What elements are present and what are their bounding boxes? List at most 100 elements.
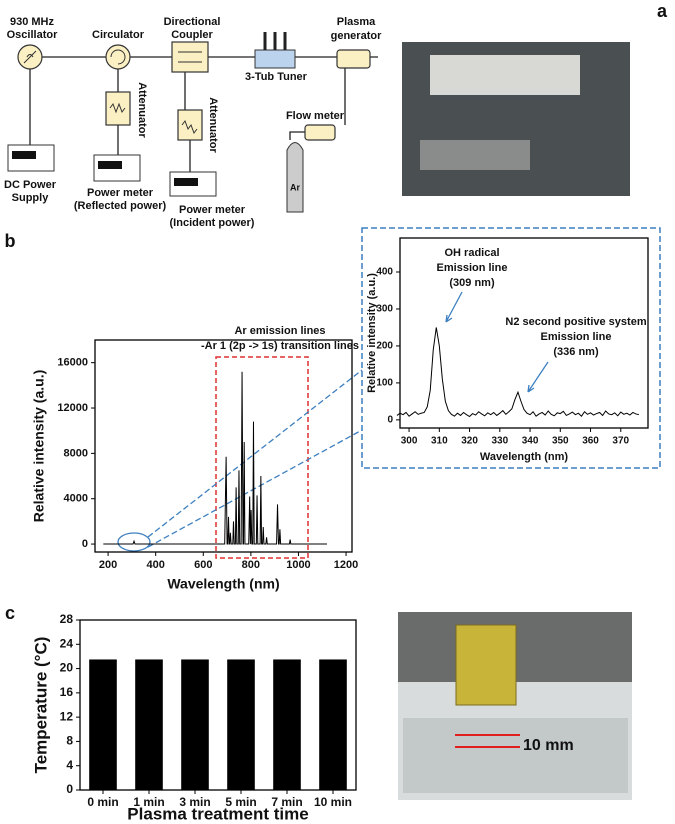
gas-cylinder	[286, 142, 304, 213]
node-label: (Reflected power)	[74, 200, 167, 212]
panel-label: a	[657, 1, 668, 21]
photo-detail	[455, 734, 520, 748]
node-label: Plasma	[337, 16, 376, 28]
y-tick-label: 0	[66, 782, 73, 796]
attenuator	[177, 109, 203, 141]
annotation: Emission line	[437, 262, 508, 274]
icon	[23, 50, 37, 64]
x-tick-label: 350	[552, 436, 569, 447]
annotation: (309 nm)	[449, 277, 495, 289]
icon	[109, 102, 198, 135]
spectrum-line	[396, 327, 640, 418]
x-axis-label: Plasma treatment time	[127, 804, 308, 823]
node-label: (Incident power)	[170, 217, 255, 229]
y-tick-label: 4000	[64, 493, 88, 505]
x-tick-label: 1 min	[133, 795, 164, 809]
node-label: generator	[331, 30, 382, 42]
x-tick-label: 200	[99, 559, 117, 571]
node-label: 930 MHz	[10, 16, 55, 28]
y-tick-label: 400	[376, 267, 393, 278]
annotation: (336 nm)	[553, 346, 599, 358]
x-tick-label: 400	[147, 559, 165, 571]
photo-detail	[403, 718, 628, 793]
x-tick-label: 320	[461, 436, 478, 447]
plot-frame	[79, 619, 357, 791]
y-axis-label: Temperature (°C)	[31, 637, 50, 774]
node-label: Coupler	[171, 29, 213, 41]
y-tick-label: 200	[376, 341, 393, 352]
y-tick-label: 16	[60, 685, 74, 699]
node-label: Power meter	[179, 204, 246, 216]
node-label: 3-Tub Tuner	[245, 71, 308, 83]
wire	[29, 68, 346, 172]
bar	[181, 659, 209, 790]
node-label: Directional	[164, 16, 221, 28]
y-tick-label: 20	[60, 661, 74, 675]
x-tick-label: 370	[612, 436, 629, 447]
bar	[273, 659, 301, 790]
y-tick-label: 16000	[57, 357, 88, 369]
y-tick-label: 8	[66, 734, 73, 748]
x-tick-label: 310	[431, 436, 448, 447]
photo-detail	[420, 140, 530, 170]
x-tick-label: 330	[491, 436, 508, 447]
y-tick-label: 12	[60, 709, 74, 723]
arrow	[445, 291, 549, 393]
y-tick-label: 300	[376, 304, 393, 315]
y-tick-label: 28	[60, 612, 74, 626]
annotation: Ar emission lines	[234, 325, 325, 337]
annotation: -Ar 1 (2p -> 1s) transition lines	[201, 340, 359, 352]
y-tick-label: 0	[82, 538, 88, 550]
bar	[227, 659, 255, 790]
node-label: Circulator	[92, 29, 145, 41]
icon	[98, 161, 122, 169]
node-label: Flow meter	[286, 110, 345, 122]
bar	[89, 659, 117, 790]
node-label: Oscillator	[7, 29, 58, 41]
highlight-box	[215, 356, 309, 559]
highlight-ellipse	[117, 532, 151, 552]
x-axis-label: Wavelength (nm)	[167, 576, 279, 592]
node-label: Supply	[12, 192, 50, 204]
coupler	[171, 41, 209, 73]
x-axis-label: Wavelength (nm)	[480, 451, 569, 463]
x-tick-label: 1200	[334, 559, 358, 571]
x-tick-label: 1000	[286, 559, 310, 571]
plot-frame	[94, 339, 353, 553]
attenuator	[105, 91, 131, 126]
photo-detail	[430, 55, 580, 95]
node-label: Ar	[290, 182, 300, 192]
x-tick-label: 360	[582, 436, 599, 447]
node-label: Attenuator	[207, 97, 219, 153]
y-tick-label: 100	[376, 378, 393, 389]
y-tick-label: 24	[60, 636, 74, 650]
flow-meter	[304, 124, 336, 141]
icon	[174, 178, 198, 186]
node-label: Power meter	[87, 187, 154, 199]
photo-label: 10 mm	[523, 737, 574, 754]
x-tick-label: 7 min	[271, 795, 302, 809]
circulator	[105, 44, 131, 70]
bar	[319, 659, 347, 790]
icon	[110, 49, 126, 65]
tuner	[254, 49, 296, 69]
plasma-generator	[336, 49, 371, 69]
x-tick-label: 3 min	[179, 795, 210, 809]
node-label: DC Power	[4, 179, 57, 191]
tuner-stub	[263, 32, 287, 50]
y-tick-label: 12000	[57, 402, 88, 414]
annotation: N2 second positive system	[505, 316, 646, 328]
x-tick-label: 10 min	[314, 795, 352, 809]
photo-detail	[455, 624, 517, 706]
node-label: Attenuator	[136, 82, 148, 138]
annotation: Emission line	[541, 331, 612, 343]
diagram: 930 MHz Oscillator Circulator Directiona…	[4, 16, 630, 229]
x-tick-label: 5 min	[225, 795, 256, 809]
bar	[135, 659, 163, 790]
y-tick-label: 8000	[64, 447, 88, 459]
y-tick-label: 4	[66, 758, 73, 772]
zoom-line	[147, 369, 363, 548]
x-tick-label: 800	[242, 559, 260, 571]
x-tick-label: 0 min	[87, 795, 118, 809]
